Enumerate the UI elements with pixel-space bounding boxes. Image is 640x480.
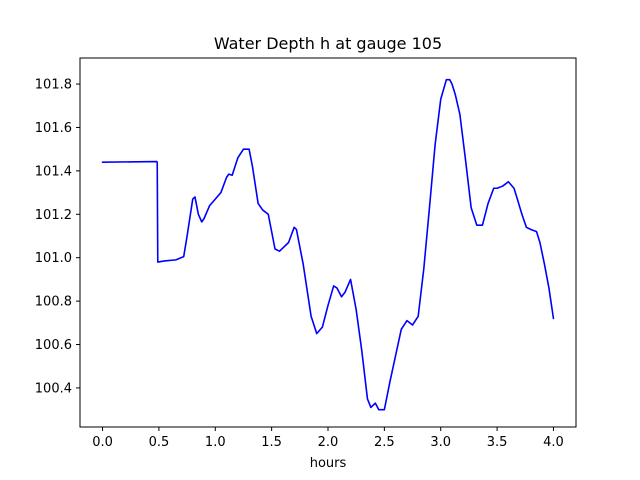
y-tick-label: 101.4: [35, 164, 72, 179]
plot-area-frame: [79, 57, 577, 428]
series-line-h: [101, 78, 555, 411]
y-tick-label: 101.2: [35, 208, 72, 223]
x-axis-label: hours: [310, 456, 347, 471]
chart-title: Water Depth h at gauge 105: [214, 34, 442, 53]
x-tick-label: 0.5: [149, 435, 170, 450]
y-tick-label: 100.8: [35, 295, 72, 310]
x-tick-label: 1.0: [205, 435, 226, 450]
x-tick-label: 3.5: [487, 435, 508, 450]
x-tick-label: 2.5: [374, 435, 395, 450]
x-tick-label: 1.5: [261, 435, 282, 450]
y-tick-label: 101.6: [35, 121, 72, 136]
y-tick-label: 100.4: [35, 381, 72, 396]
y-tick-label: 100.6: [35, 338, 72, 353]
x-tick-label: 0.0: [92, 435, 113, 450]
x-tick-label: 2.0: [318, 435, 339, 450]
y-tick-label: 101.0: [35, 251, 72, 266]
y-tick-label: 101.8: [35, 78, 72, 93]
x-tick-label: 3.0: [430, 435, 451, 450]
x-tick-label: 4.0: [543, 435, 564, 450]
